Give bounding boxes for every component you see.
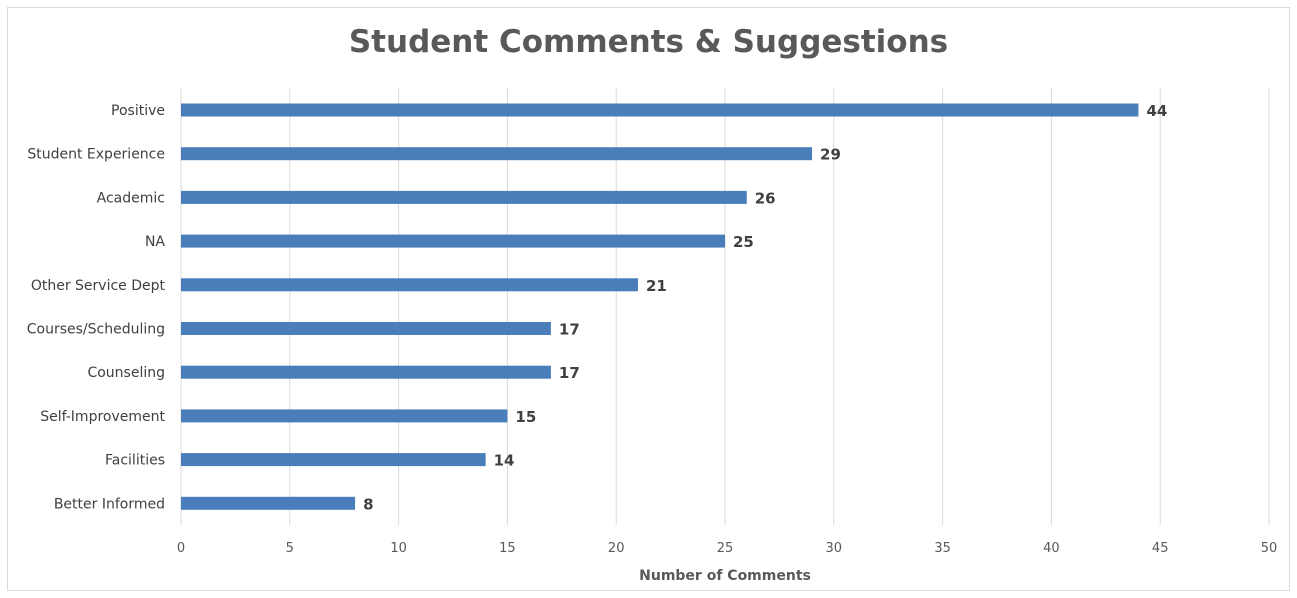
- x-tick-label-40: 40: [1043, 541, 1060, 556]
- bar-other-service-dept: [181, 278, 638, 292]
- x-tick-label-20: 20: [608, 541, 625, 556]
- category-label-counseling: Counseling: [87, 365, 165, 381]
- category-label-courses-scheduling: Courses/Scheduling: [27, 322, 165, 338]
- chart-title: Student Comments & Suggestions: [348, 24, 949, 60]
- category-label-facilities: Facilities: [105, 453, 165, 469]
- data-label-academic: 26: [755, 189, 776, 207]
- bar-better-informed: [181, 496, 356, 510]
- bar-academic: [181, 190, 747, 204]
- x-tick-label-0: 0: [177, 541, 185, 556]
- category-label-na: NA: [145, 234, 165, 250]
- category-label-positive: Positive: [111, 103, 165, 119]
- x-tick-label-30: 30: [826, 541, 843, 556]
- data-label-courses-scheduling: 17: [559, 321, 580, 339]
- bar-student-experience: [181, 147, 813, 161]
- data-label-student-experience: 29: [820, 146, 841, 164]
- category-label-other-service-dept: Other Service Dept: [31, 278, 166, 294]
- x-tick-label-5: 5: [286, 541, 294, 556]
- data-labels: 44 29 26 25 21 17 17 15 14 8: [363, 102, 1167, 513]
- x-tick-label-25: 25: [717, 541, 734, 556]
- bar-positive: [181, 103, 1139, 117]
- bar-na: [181, 234, 725, 248]
- category-label-self-improvement: Self-Improvement: [40, 409, 165, 425]
- category-label-better-informed: Better Informed: [54, 496, 165, 512]
- x-tick-label-10: 10: [390, 541, 407, 556]
- data-label-other-service-dept: 21: [646, 277, 667, 295]
- x-axis-title: Number of Comments: [639, 568, 811, 584]
- bars: [181, 103, 1139, 510]
- data-label-facilities: 14: [494, 452, 515, 470]
- tick-labels: 0 5 10 15 20 25 30 35 40 45 50: [177, 541, 1277, 556]
- data-label-positive: 44: [1146, 102, 1167, 120]
- data-label-na: 25: [733, 233, 754, 251]
- x-tick-label-15: 15: [499, 541, 516, 556]
- x-tick-label-35: 35: [934, 541, 951, 556]
- category-label-student-experience: Student Experience: [27, 147, 165, 163]
- bar-courses-scheduling: [181, 322, 551, 335]
- bar-facilities: [181, 453, 486, 467]
- gridlines: [180, 88, 1270, 525]
- category-label-academic: Academic: [97, 190, 165, 206]
- bar-self-improvement: [181, 409, 508, 423]
- x-tick-label-50: 50: [1261, 541, 1278, 556]
- category-labels: Positive Student Experience Academic NA Othe…: [27, 103, 166, 512]
- x-tick-label-45: 45: [1152, 541, 1169, 556]
- bar-counseling: [181, 365, 551, 379]
- data-label-self-improvement: 15: [515, 408, 536, 426]
- data-label-better-informed: 8: [363, 495, 373, 513]
- data-label-counseling: 17: [559, 364, 580, 382]
